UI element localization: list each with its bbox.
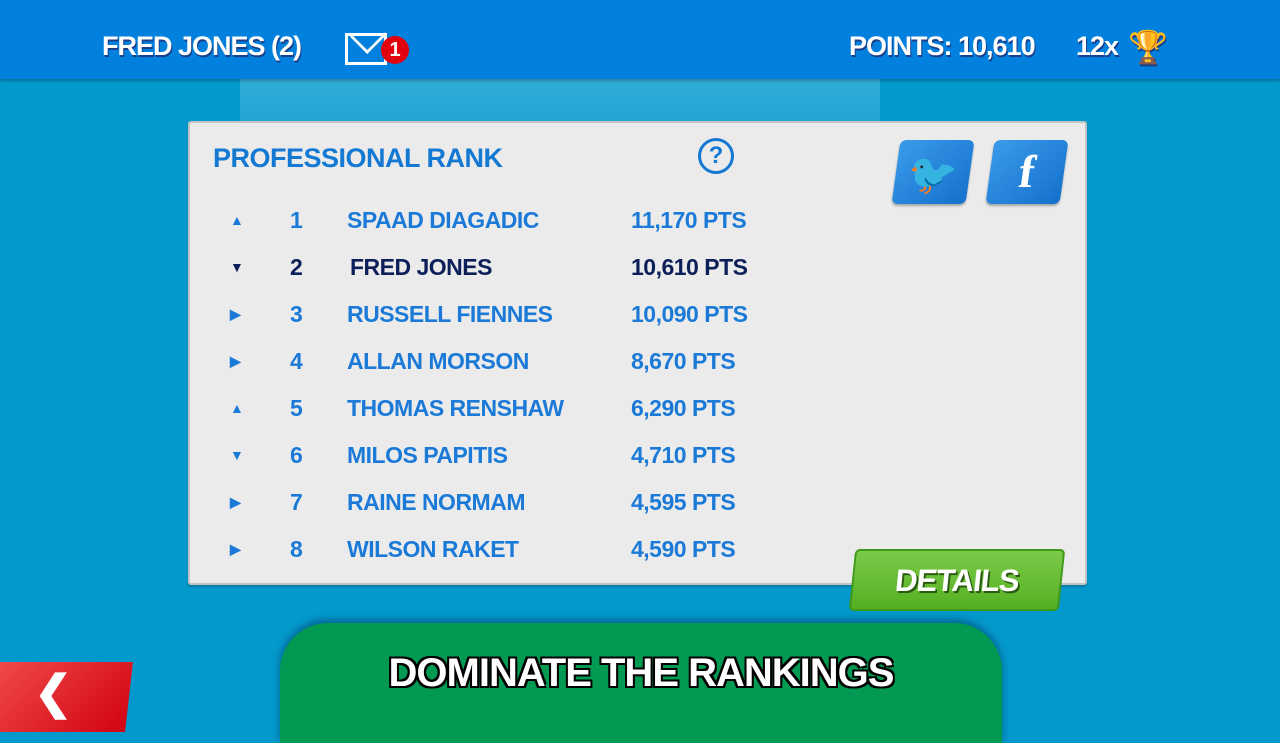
player-points: 4,710 PTS <box>631 442 736 468</box>
banner: DOMINATE THE RANKINGS <box>280 623 1002 743</box>
player-name: MILOS PAPITIS <box>347 442 508 468</box>
panel-title: PROFESSIONAL RANK <box>213 143 503 173</box>
player-name: SPAAD DIAGADIC <box>347 207 539 233</box>
trophy-icon: 🏆 <box>1128 29 1168 65</box>
player-points: 6,290 PTS <box>631 395 736 421</box>
player-points: 4,590 PTS <box>631 536 736 562</box>
trophy-count: 12x <box>1076 31 1119 61</box>
details-button[interactable]: DETAILS <box>848 549 1066 611</box>
player-points: 10,610 PTS <box>631 254 748 280</box>
rank-row[interactable]: ▶ 8 WILSON RAKET 4,590 PTS <box>190 536 890 566</box>
player-name: RAINE NORMAM <box>347 489 526 515</box>
back-chevron-icon: ❮ <box>34 666 73 718</box>
rank-row[interactable]: ▼ 2 FRED JONES 10,610 PTS <box>190 254 890 284</box>
rank-row[interactable]: ▶ 3 RUSSELL FIENNES 10,090 PTS <box>190 301 890 331</box>
rank-number: 8 <box>290 536 303 562</box>
trend-down-icon: ▼ <box>230 447 244 463</box>
rank-row[interactable]: ▼ 6 MILOS PAPITIS 4,710 PTS <box>190 442 890 472</box>
trend-same-icon: ▶ <box>230 541 241 557</box>
player-name: FRED JONES <box>350 254 492 280</box>
twitter-button[interactable]: 🐦 <box>891 140 975 204</box>
rank-number: 4 <box>290 348 303 374</box>
trend-same-icon: ▶ <box>230 353 241 369</box>
facebook-button[interactable]: f <box>985 140 1069 204</box>
rank-number: 2 <box>290 254 303 280</box>
back-button[interactable]: ❮ <box>0 662 133 732</box>
player-name: FRED JONES (2) <box>102 31 302 61</box>
trend-same-icon: ▶ <box>230 494 241 510</box>
twitter-icon: 🐦 <box>904 153 961 197</box>
player-name: THOMAS RENSHAW <box>347 395 564 421</box>
rank-panel: PROFESSIONAL RANK ? 🐦 f ▲ 1 SPAAD DIAGAD… <box>188 121 1087 585</box>
rank-row[interactable]: ▶ 4 ALLAN MORSON 8,670 PTS <box>190 348 890 378</box>
rank-row[interactable]: ▲ 5 THOMAS RENSHAW 6,290 PTS <box>190 395 890 425</box>
banner-text: DOMINATE THE RANKINGS <box>388 651 895 695</box>
rank-number: 6 <box>290 442 303 468</box>
player-points: 4,595 PTS <box>631 489 736 515</box>
help-icon[interactable]: ? <box>698 138 734 174</box>
top-bar: FRED JONES (2) 1 POINTS: 10,610 12x 🏆 <box>0 0 1280 79</box>
points-display: POINTS: 10,610 <box>849 31 1036 61</box>
mail-badge: 1 <box>381 36 409 64</box>
player-points: 8,670 PTS <box>631 348 736 374</box>
trend-down-icon: ▼ <box>230 259 244 275</box>
player-name: WILSON RAKET <box>347 536 519 562</box>
rank-row[interactable]: ▲ 1 SPAAD DIAGADIC 11,170 PTS <box>190 207 890 237</box>
rank-number: 5 <box>290 395 303 421</box>
trend-up-icon: ▲ <box>230 400 244 416</box>
player-points: 11,170 PTS <box>631 207 747 233</box>
rank-number: 1 <box>290 207 303 233</box>
trend-same-icon: ▶ <box>230 306 241 322</box>
rank-number: 3 <box>290 301 303 327</box>
player-points: 10,090 PTS <box>631 301 748 327</box>
player-name: ALLAN MORSON <box>347 348 529 374</box>
player-name: RUSSELL FIENNES <box>347 301 553 327</box>
trend-up-icon: ▲ <box>230 212 244 228</box>
rank-row[interactable]: ▶ 7 RAINE NORMAM 4,595 PTS <box>190 489 890 519</box>
rank-number: 7 <box>290 489 303 515</box>
